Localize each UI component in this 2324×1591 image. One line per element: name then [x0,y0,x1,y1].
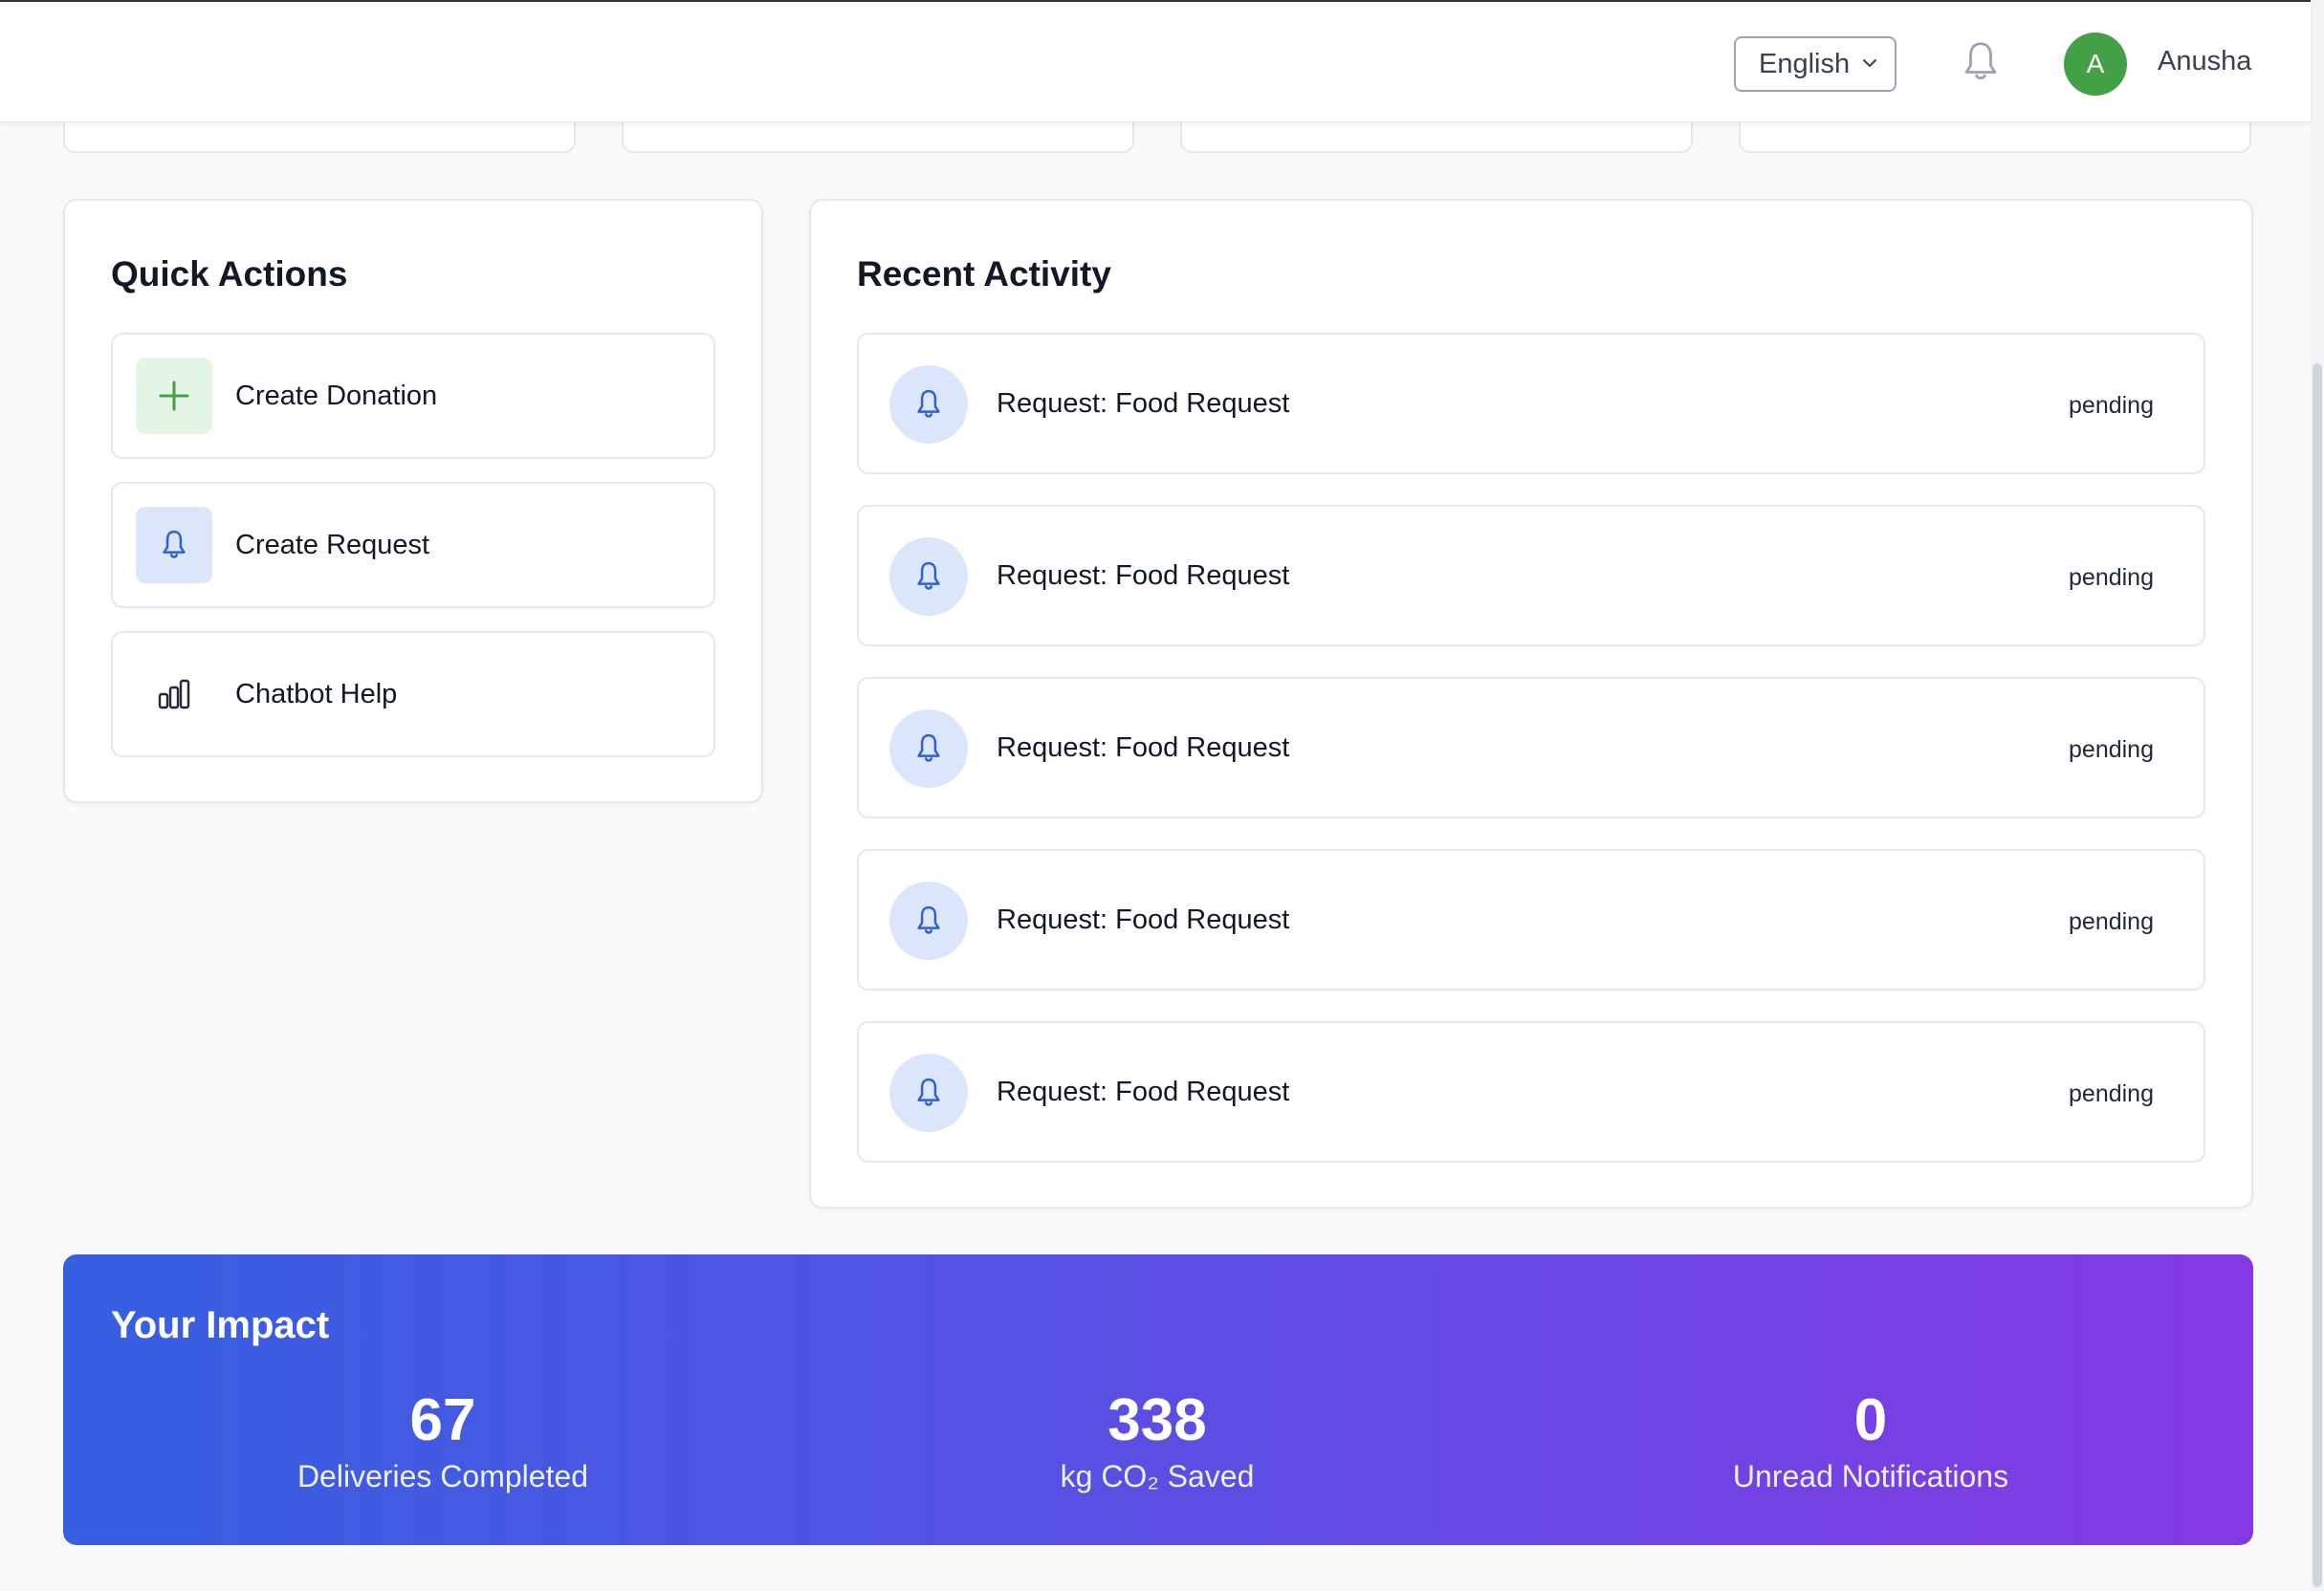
impact-banner: Your Impact 67 Deliveries Completed 338 … [63,1254,2253,1545]
bell-icon [889,537,968,616]
quick-actions-title: Quick Actions [111,254,348,294]
activity-item[interactable]: Request: Food Request pending [857,333,2205,474]
bell-icon [889,709,968,788]
create-request-label: Create Request [235,529,430,560]
create-donation-button[interactable]: Create Donation [111,333,715,459]
deliveries-stat: 67 Deliveries Completed [156,1386,730,1494]
activity-title: Request: Food Request [997,732,1290,763]
activity-title: Request: Food Request [997,388,1290,419]
bell-icon [889,365,968,444]
create-request-button[interactable]: Create Request [111,482,715,608]
chevron-down-icon [1863,59,1876,67]
user-name[interactable]: Anusha [2158,46,2252,76]
bell-icon [889,882,968,960]
language-select-value: English [1759,48,1851,79]
status-badge: pending [2069,908,2154,935]
activity-item[interactable]: Request: Food Request pending [857,849,2205,991]
status-badge: pending [2069,1080,2154,1107]
notifications-bell-icon[interactable] [1961,40,2001,84]
bell-icon [889,1054,968,1132]
activity-title: Request: Food Request [997,904,1290,935]
avatar[interactable]: A [2064,33,2127,96]
bell-icon [136,507,212,583]
co2-value: 338 [1107,1387,1207,1453]
activity-title: Request: Food Request [997,560,1290,591]
unread-notifications-value: 0 [1853,1387,1888,1453]
impact-title: Your Impact [111,1304,330,1346]
deliveries-value: 67 [409,1387,476,1453]
co2-label: kg CO₂ Saved [1060,1459,1255,1493]
activity-title: Request: Food Request [997,1077,1290,1107]
recent-activity-panel: Recent Activity Request: Food Request pe… [809,199,2253,1209]
co2-stat: 338 kg CO₂ Saved [870,1386,1444,1494]
top-bar: English A Anusha [0,0,2311,122]
status-badge: pending [2069,564,2154,591]
status-badge: pending [2069,736,2154,763]
plus-icon [136,358,212,434]
scrollbar-thumb[interactable] [2313,363,2322,1587]
language-select[interactable]: English [1734,36,1896,92]
activity-item[interactable]: Request: Food Request pending [857,505,2205,646]
activity-item[interactable]: Request: Food Request pending [857,1021,2205,1163]
scrollbar[interactable] [2311,0,2324,1591]
chatbot-help-label: Chatbot Help [235,678,398,709]
recent-activity-title: Recent Activity [857,254,1111,294]
status-badge: pending [2069,392,2154,419]
activity-item[interactable]: Request: Food Request pending [857,677,2205,818]
quick-actions-panel: Quick Actions Create Donation Create Req… [63,199,763,803]
unread-notifications-label: Unread Notifications [1732,1459,2009,1493]
avatar-initial: A [2086,49,2105,78]
bar-chart-icon [136,656,212,732]
deliveries-label: Deliveries Completed [296,1459,589,1493]
chatbot-help-button[interactable]: Chatbot Help [111,631,715,757]
unread-notifications-stat: 0 Unread Notifications [1584,1386,2158,1494]
create-donation-label: Create Donation [235,380,438,411]
